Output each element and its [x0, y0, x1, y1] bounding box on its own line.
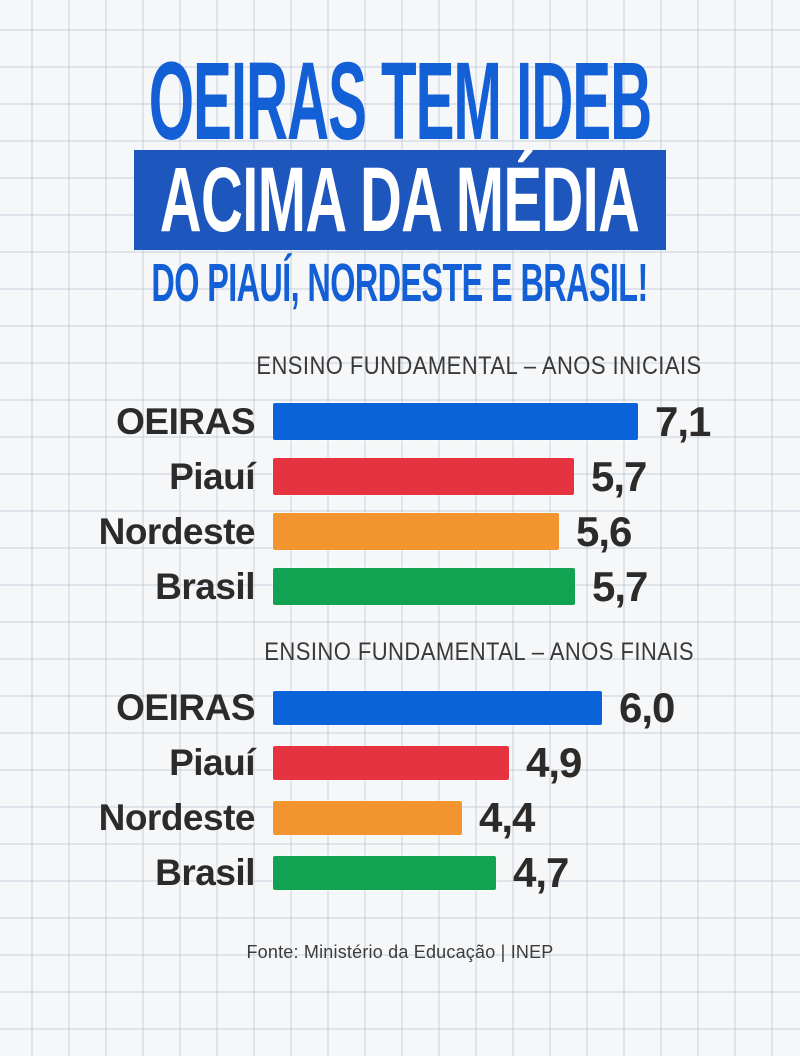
title-banner: ACIMA DA MÉDIA [134, 150, 666, 250]
title-line-1: OEIRAS TEM IDEB [0, 47, 800, 157]
bar-value-label: 4,9 [526, 738, 582, 786]
bar-area: 4,7 [273, 849, 800, 897]
bar-category-label: OEIRAS [116, 400, 255, 442]
bar-value-label: 5,7 [592, 562, 648, 610]
bar-row: Brasil 5,7 [0, 559, 800, 614]
title-line-1-text: OEIRAS TEM IDEB [148, 40, 652, 163]
bar-category-label: Brasil [155, 565, 255, 607]
bar-category-label: Nordeste [98, 510, 256, 552]
chart-rows: OEIRAS 6,0 Piauí 4,9 Nordeste 4,4 Brasil… [0, 680, 800, 900]
title-line-3: DO PIAUÍ, NORDESTE E BRASIL! [0, 253, 800, 313]
title-line-3-text: DO PIAUÍ, NORDESTE E BRASIL! [151, 253, 649, 313]
bar [273, 458, 574, 495]
bar-row: Nordeste 4,4 [0, 790, 800, 845]
bar-value-label: 6,0 [619, 683, 675, 731]
bar-value-label: 7,1 [655, 397, 711, 445]
chart-title-anos-iniciais: ENSINO FUNDAMENTAL – ANOS INICIAIS [256, 351, 702, 380]
bar [273, 745, 509, 780]
bar [273, 800, 462, 835]
bar-row: Brasil 4,7 [0, 845, 800, 900]
bar-area: 4,4 [273, 794, 800, 842]
bar-category-label: Nordeste [98, 796, 256, 838]
bar-row: Nordeste 5,6 [0, 504, 800, 559]
bar-category-label: OEIRAS [116, 686, 255, 728]
bar-row: OEIRAS 7,1 [0, 394, 800, 449]
bar-category-label: Piauí [169, 741, 255, 783]
bar-area: 5,6 [273, 508, 800, 556]
bar-row: OEIRAS 6,0 [0, 680, 800, 735]
bar-category-label: Brasil [155, 851, 255, 893]
bar [273, 403, 638, 440]
bar [273, 855, 496, 890]
bar [273, 690, 602, 725]
bar-area: 7,1 [273, 398, 800, 446]
infographic-poster: OEIRAS TEM IDEB ACIMA DA MÉDIA DO PIAUÍ,… [0, 47, 800, 1056]
bar-area: 4,9 [273, 739, 800, 787]
bar-area: 5,7 [273, 563, 800, 611]
bar-area: 6,0 [273, 684, 800, 732]
poster-header: OEIRAS TEM IDEB ACIMA DA MÉDIA DO PIAUÍ,… [0, 47, 800, 313]
source-credit: Fonte: Ministério da Educação | INEP [246, 942, 554, 962]
title-banner-text: ACIMA DA MÉDIA [160, 149, 640, 251]
bar-category-label: Piauí [169, 455, 255, 497]
chart-title-text: ENSINO FUNDAMENTAL – ANOS FINAIS [264, 637, 694, 666]
chart-title-text: ENSINO FUNDAMENTAL – ANOS INICIAIS [256, 351, 702, 380]
bar-row: Piauí 4,9 [0, 735, 800, 790]
chart-anos-finais: ENSINO FUNDAMENTAL – ANOS FINAIS OEIRAS … [0, 638, 800, 900]
chart-title-anos-finais: ENSINO FUNDAMENTAL – ANOS FINAIS [258, 638, 700, 666]
bar-value-label: 4,7 [513, 848, 569, 896]
bar [273, 513, 559, 550]
chart-rows: OEIRAS 7,1 Piauí 5,7 Nordeste 5,6 Brasil… [0, 394, 800, 614]
bar-value-label: 5,7 [591, 452, 647, 500]
bar [273, 568, 575, 605]
bar-value-label: 4,4 [479, 793, 535, 841]
bar-area: 5,7 [273, 453, 800, 501]
chart-anos-iniciais: ENSINO FUNDAMENTAL – ANOS INICIAIS OEIRA… [0, 352, 800, 614]
bar-value-label: 5,6 [576, 507, 632, 555]
bar-row: Piauí 5,7 [0, 449, 800, 504]
